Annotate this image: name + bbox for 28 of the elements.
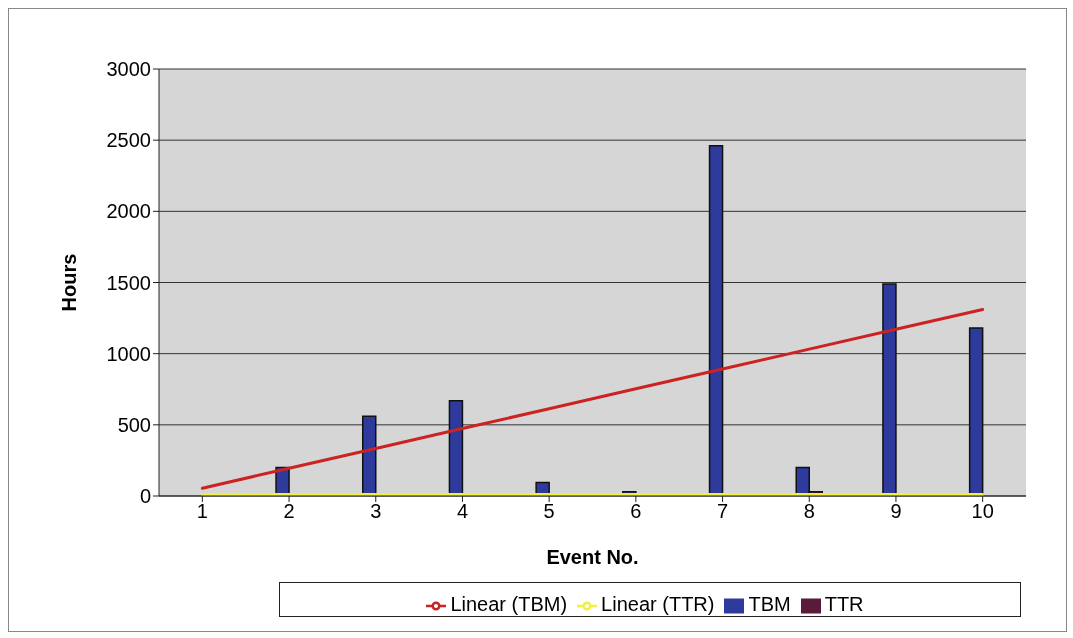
- bar: [448, 399, 464, 496]
- legend-label: Linear (TBM): [450, 593, 568, 615]
- y-tick-label: 2500: [106, 129, 151, 152]
- y-tick-label: 1000: [106, 342, 151, 365]
- legend-label: TBM: [748, 593, 791, 615]
- x-tick-label: 4: [456, 500, 469, 523]
- line-series: [200, 308, 985, 490]
- bar: [708, 145, 724, 496]
- y-tick-label: 2000: [106, 200, 151, 223]
- legend-label: TTR: [824, 593, 864, 615]
- x-tick-label: 6: [630, 500, 642, 523]
- y-axis-title: Hours: [58, 253, 81, 312]
- y-tick-label: 0: [139, 485, 151, 508]
- x-tick-label: 3: [370, 500, 382, 523]
- x-tick-label: 10: [971, 500, 994, 523]
- x-tick-label: 5: [543, 500, 555, 523]
- x-axis-title: Event No.: [546, 546, 639, 568]
- legend-label: Linear (TTR): [601, 593, 715, 615]
- bar: [882, 283, 897, 496]
- y-tick-label: 3000: [106, 58, 151, 81]
- x-tick-label: 2: [283, 500, 295, 523]
- x-tick-label: 1: [196, 500, 208, 523]
- x-tick-label: 8: [803, 500, 815, 523]
- bar: [968, 327, 984, 496]
- x-tick-label: 7: [716, 500, 729, 523]
- x-tick-label: 9: [890, 500, 902, 523]
- y-tick-label: 500: [117, 413, 151, 436]
- y-tick-label: 1500: [106, 271, 151, 294]
